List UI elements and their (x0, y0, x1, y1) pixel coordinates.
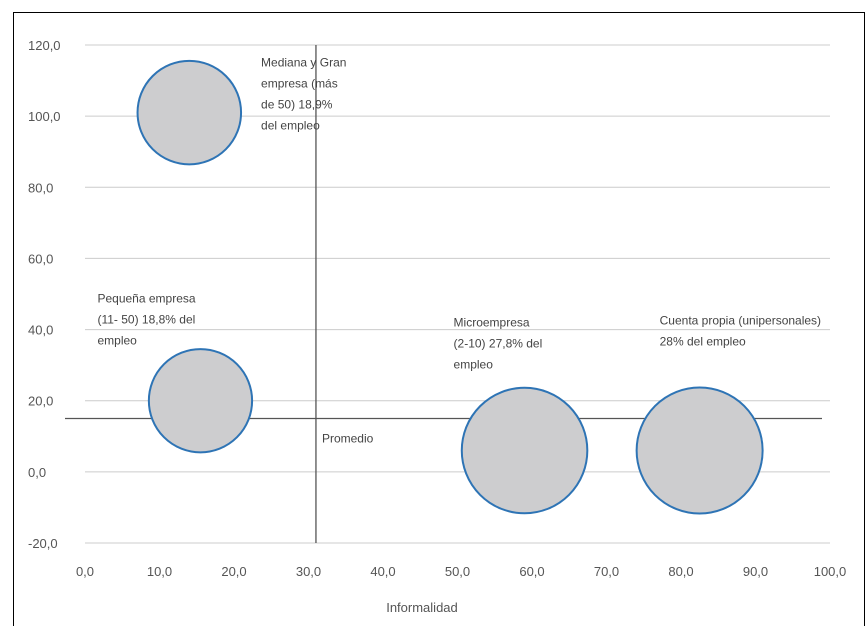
x-axis-ticks: 0,0 10,0 20,0 30,0 40,0 50,0 60,0 70,0 80,0 90,0 1… (76, 564, 846, 579)
y-tick-label: 0,0 (28, 465, 46, 480)
bubble (147, 348, 254, 454)
y-tick-label: 120,0 (28, 38, 61, 53)
bubble-label-line: Pequeña empresa (97, 292, 195, 306)
bubble-labels: Mediana y Gran empresa (más de 50) 18,9% de… (97, 56, 821, 372)
y-tick-label: 40,0 (28, 323, 53, 338)
bubble (460, 386, 589, 515)
x-tick-label: 40,0 (370, 564, 395, 579)
x-tick-label: 80,0 (668, 564, 693, 579)
y-axis-ticks: 120,0 100,0 80,0 60,0 40,0 20,0 0,0 -20,0 (28, 38, 61, 551)
bubbles (136, 59, 764, 515)
bubble-label-line: empresa (más (261, 77, 338, 91)
y-tick-label: 20,0 (28, 394, 53, 409)
chart-frame (13, 12, 865, 626)
bubble-label-line: empleo (454, 358, 494, 372)
y-tick-label: 60,0 (28, 251, 53, 266)
reference-line-label: Promedio (322, 432, 374, 446)
bubble-label-line: (11- 50) 18,8% del (97, 313, 195, 327)
bubble-label-line: Mediana y Gran (261, 56, 346, 70)
x-tick-label: 20,0 (221, 564, 246, 579)
x-axis-title: Informalidad (386, 600, 458, 615)
y-tick-label: 100,0 (28, 109, 61, 124)
x-tick-label: 90,0 (743, 564, 768, 579)
y-tick-label: -20,0 (28, 536, 58, 551)
bubble-label-line: empleo (97, 334, 137, 348)
bubble-label-line: Microempresa (454, 316, 530, 330)
bubble-label-line: 28% del empleo (660, 335, 746, 349)
bubble (635, 386, 764, 515)
x-tick-label: 100,0 (814, 564, 847, 579)
x-tick-label: 60,0 (519, 564, 544, 579)
bubble-label-line: (2-10) 27,8% del (454, 337, 543, 351)
bubble-label-line: de 50) 18,9% (261, 98, 333, 112)
bubble-label-line: Cuenta propia (unipersonales) (660, 314, 821, 328)
x-tick-label: 70,0 (594, 564, 619, 579)
x-tick-label: 10,0 (147, 564, 172, 579)
x-tick-label: 0,0 (76, 564, 94, 579)
x-tick-label: 50,0 (445, 564, 470, 579)
bubble-label-line: del empleo (261, 119, 320, 133)
bubble (136, 59, 243, 166)
x-tick-label: 30,0 (296, 564, 321, 579)
y-tick-label: 80,0 (28, 180, 53, 195)
